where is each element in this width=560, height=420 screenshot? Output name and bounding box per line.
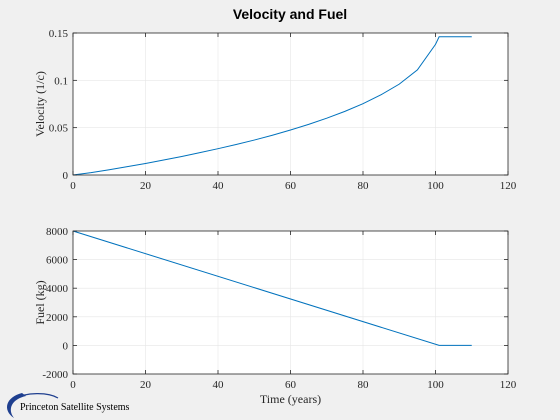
fuel-xtick-label: 120 (500, 379, 517, 391)
velocity-series-line (72, 36, 472, 176)
fuel-ytick-label: 2000 (46, 312, 69, 324)
velocity-xtick-label: 60 (285, 180, 297, 192)
velocity-xtick-label: 0 (70, 180, 76, 192)
velocity-xtick-label: 80 (358, 180, 370, 192)
velocity-ytick-label: 0.05 (49, 123, 69, 135)
velocity-axes: 0 20 40 60 80 100 120 0 0.05 0.1 0.15 Velocity (1/c… (33, 28, 517, 192)
velocity-ytick-label: 0.1 (54, 75, 68, 87)
fuel-ylabel: Fuel (kg) (33, 280, 47, 324)
figure-title: Velocity and Fuel (233, 6, 347, 22)
fuel-xtick-label: 80 (358, 379, 370, 391)
fuel-series-line (72, 230, 472, 346)
velocity-ytick-label: 0.15 (49, 28, 69, 40)
pss-logo-swoosh-icon (7, 393, 27, 418)
velocity-ytick-label: 0 (63, 170, 69, 182)
pss-logo-text: Princeton Satellite Systems (20, 402, 130, 413)
fuel-xtick-label: 40 (213, 379, 225, 391)
fuel-xlabel: Time (years) (260, 392, 321, 406)
fuel-axes: 0 20 40 60 80 100 120-200002000400060008000Fue… (33, 226, 517, 406)
velocity-xtick-label: 120 (500, 180, 517, 192)
fuel-ytick-label: 6000 (46, 255, 69, 267)
pss-logo-arc-icon (13, 393, 59, 400)
velocity-xtick-label: 40 (213, 180, 225, 192)
velocity-ylabel: Velocity (1/c) (33, 71, 47, 137)
fuel-ytick-label: 0 (63, 340, 69, 352)
velocity-xtick-label: 20 (140, 180, 152, 192)
fuel-ytick-label: 4000 (46, 283, 69, 295)
pss-logo: Princeton Satellite Systems (7, 393, 130, 418)
fuel-xtick-label: 0 (70, 379, 76, 391)
fuel-xtick-label: 20 (140, 379, 152, 391)
fuel-xtick-label: 60 (285, 379, 297, 391)
fuel-ytick-label: 8000 (46, 226, 69, 238)
fuel-xtick-label: 100 (427, 379, 444, 391)
velocity-xtick-label: 100 (427, 180, 444, 192)
fuel-ytick-label: -2000 (42, 369, 68, 381)
